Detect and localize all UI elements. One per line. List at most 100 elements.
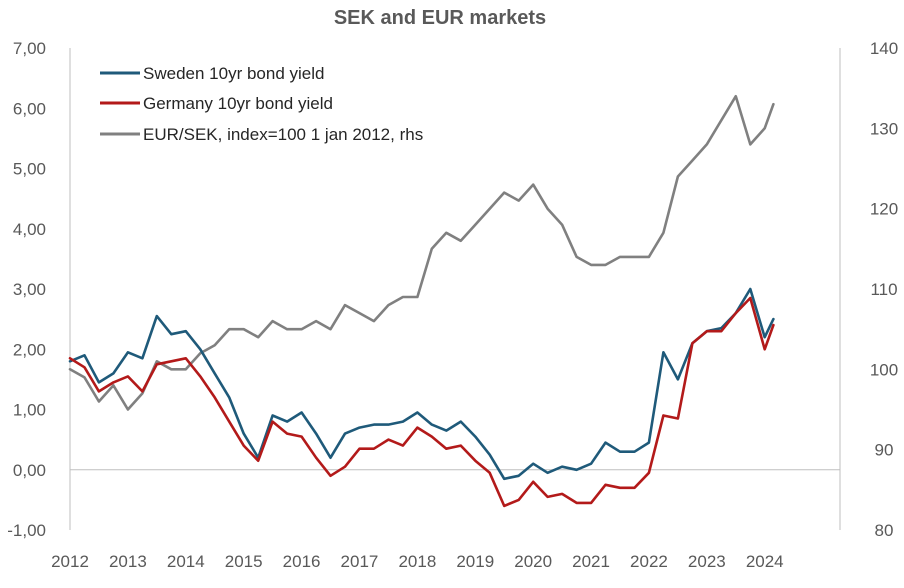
series-point-eursek bbox=[112, 384, 115, 387]
y-left-tick-label: 6,00 bbox=[13, 99, 46, 118]
series-point-eursek bbox=[402, 296, 404, 298]
series-point-sweden bbox=[488, 453, 491, 456]
series-point-eursek bbox=[445, 232, 448, 234]
chart-title: SEK and EUR markets bbox=[334, 7, 546, 29]
series-point-germany bbox=[691, 342, 694, 345]
series-point-sweden bbox=[633, 450, 636, 453]
series-point-eursek bbox=[772, 103, 775, 105]
series-point-sweden bbox=[604, 441, 607, 444]
series-point-sweden bbox=[300, 411, 303, 414]
legend: Sweden 10yr bond yield Germany 10yr bond … bbox=[100, 64, 423, 144]
series-point-germany bbox=[199, 375, 202, 378]
series-point-eursek bbox=[373, 320, 375, 322]
series-point-eursek bbox=[546, 207, 549, 210]
series-point-eursek bbox=[300, 328, 303, 331]
series-point-germany bbox=[286, 432, 288, 435]
series-point-sweden bbox=[517, 475, 520, 477]
series-point-germany bbox=[141, 390, 144, 393]
series-point-sweden bbox=[112, 372, 115, 375]
series-point-eursek bbox=[763, 127, 766, 130]
series-line-germany bbox=[68, 296, 775, 508]
series-point-germany bbox=[98, 390, 100, 393]
x-tick-label: 2020 bbox=[514, 552, 552, 571]
series-point-sweden bbox=[344, 432, 346, 435]
series-point-eursek bbox=[387, 304, 390, 306]
series-point-germany bbox=[763, 348, 766, 351]
series-point-eursek bbox=[199, 352, 202, 355]
series-point-germany bbox=[749, 297, 752, 299]
series-point-sweden bbox=[431, 423, 433, 426]
series-point-germany bbox=[561, 493, 563, 495]
series-point-germany bbox=[431, 435, 433, 438]
series-line-sweden bbox=[68, 287, 775, 481]
y-right-tick-label: 100 bbox=[870, 360, 898, 379]
y-left-tick-label: 7,00 bbox=[13, 39, 46, 58]
series-point-germany bbox=[633, 487, 636, 489]
series-point-sweden bbox=[575, 469, 578, 471]
series-point-germany bbox=[156, 363, 158, 366]
series-point-eursek bbox=[561, 223, 563, 226]
series-point-eursek bbox=[575, 256, 578, 258]
series-point-eursek bbox=[156, 360, 158, 363]
series-point-eursek bbox=[532, 183, 534, 186]
series-point-sweden bbox=[474, 435, 477, 438]
series-point-sweden bbox=[590, 462, 592, 465]
series-point-eursek bbox=[329, 328, 332, 331]
series-point-germany bbox=[69, 357, 71, 360]
series-point-sweden bbox=[141, 357, 144, 360]
series-point-sweden bbox=[329, 456, 332, 459]
series-point-sweden bbox=[619, 450, 621, 453]
series-point-sweden bbox=[286, 420, 288, 423]
series-point-germany bbox=[619, 487, 621, 489]
series-point-germany bbox=[185, 357, 187, 360]
series-point-germany bbox=[677, 417, 679, 420]
series-point-eursek bbox=[344, 304, 346, 306]
series-point-germany bbox=[604, 484, 607, 486]
series-point-sweden bbox=[69, 360, 71, 363]
series-point-sweden bbox=[98, 381, 100, 384]
series-point-sweden bbox=[185, 330, 187, 333]
series-point-sweden bbox=[546, 472, 549, 474]
series-point-germany bbox=[127, 375, 129, 378]
series-point-sweden bbox=[127, 351, 129, 354]
x-tick-label: 2024 bbox=[746, 552, 784, 571]
series-point-eursek bbox=[691, 159, 694, 162]
series-point-sweden bbox=[720, 327, 723, 330]
series-point-germany bbox=[517, 499, 520, 501]
series-point-germany bbox=[474, 459, 477, 462]
series-point-eursek bbox=[127, 408, 129, 411]
y-right-tick-label: 80 bbox=[875, 521, 894, 540]
legend-label-germany: Germany 10yr bond yield bbox=[143, 94, 333, 113]
y-right-tick-label: 110 bbox=[870, 280, 897, 299]
x-tick-label: 2013 bbox=[109, 552, 147, 571]
series-point-eursek bbox=[503, 191, 506, 194]
series-point-sweden bbox=[228, 396, 230, 399]
series-point-sweden bbox=[387, 423, 390, 426]
series-point-germany bbox=[402, 444, 404, 447]
series-point-eursek bbox=[720, 119, 723, 122]
series-point-sweden bbox=[373, 423, 375, 426]
series-point-sweden bbox=[358, 426, 361, 429]
legend-label-eursek: EUR/SEK, index=100 1 jan 2012, rhs bbox=[143, 125, 423, 144]
y-left-tick-label: 5,00 bbox=[13, 160, 46, 179]
series-point-eursek bbox=[228, 328, 230, 331]
series-point-germany bbox=[83, 366, 86, 369]
series-point-eursek bbox=[83, 376, 86, 379]
series-point-sweden bbox=[445, 429, 448, 432]
legend-label-sweden: Sweden 10yr bond yield bbox=[143, 64, 324, 83]
y-right-tick-label: 90 bbox=[875, 441, 894, 460]
series-point-eursek bbox=[431, 248, 433, 250]
series-point-germany bbox=[488, 472, 491, 474]
series-point-sweden bbox=[242, 432, 245, 435]
series-point-eursek bbox=[662, 232, 665, 234]
series-point-eursek bbox=[619, 256, 621, 258]
series-point-germany bbox=[503, 505, 506, 507]
series-point-germany bbox=[735, 312, 737, 314]
x-tick-label: 2019 bbox=[456, 552, 494, 571]
series-point-germany bbox=[271, 420, 274, 423]
series-point-eursek bbox=[170, 368, 173, 371]
series-point-sweden bbox=[772, 318, 775, 320]
x-tick-label: 2012 bbox=[51, 552, 89, 571]
series-point-sweden bbox=[156, 315, 158, 317]
series-point-germany bbox=[112, 381, 115, 384]
